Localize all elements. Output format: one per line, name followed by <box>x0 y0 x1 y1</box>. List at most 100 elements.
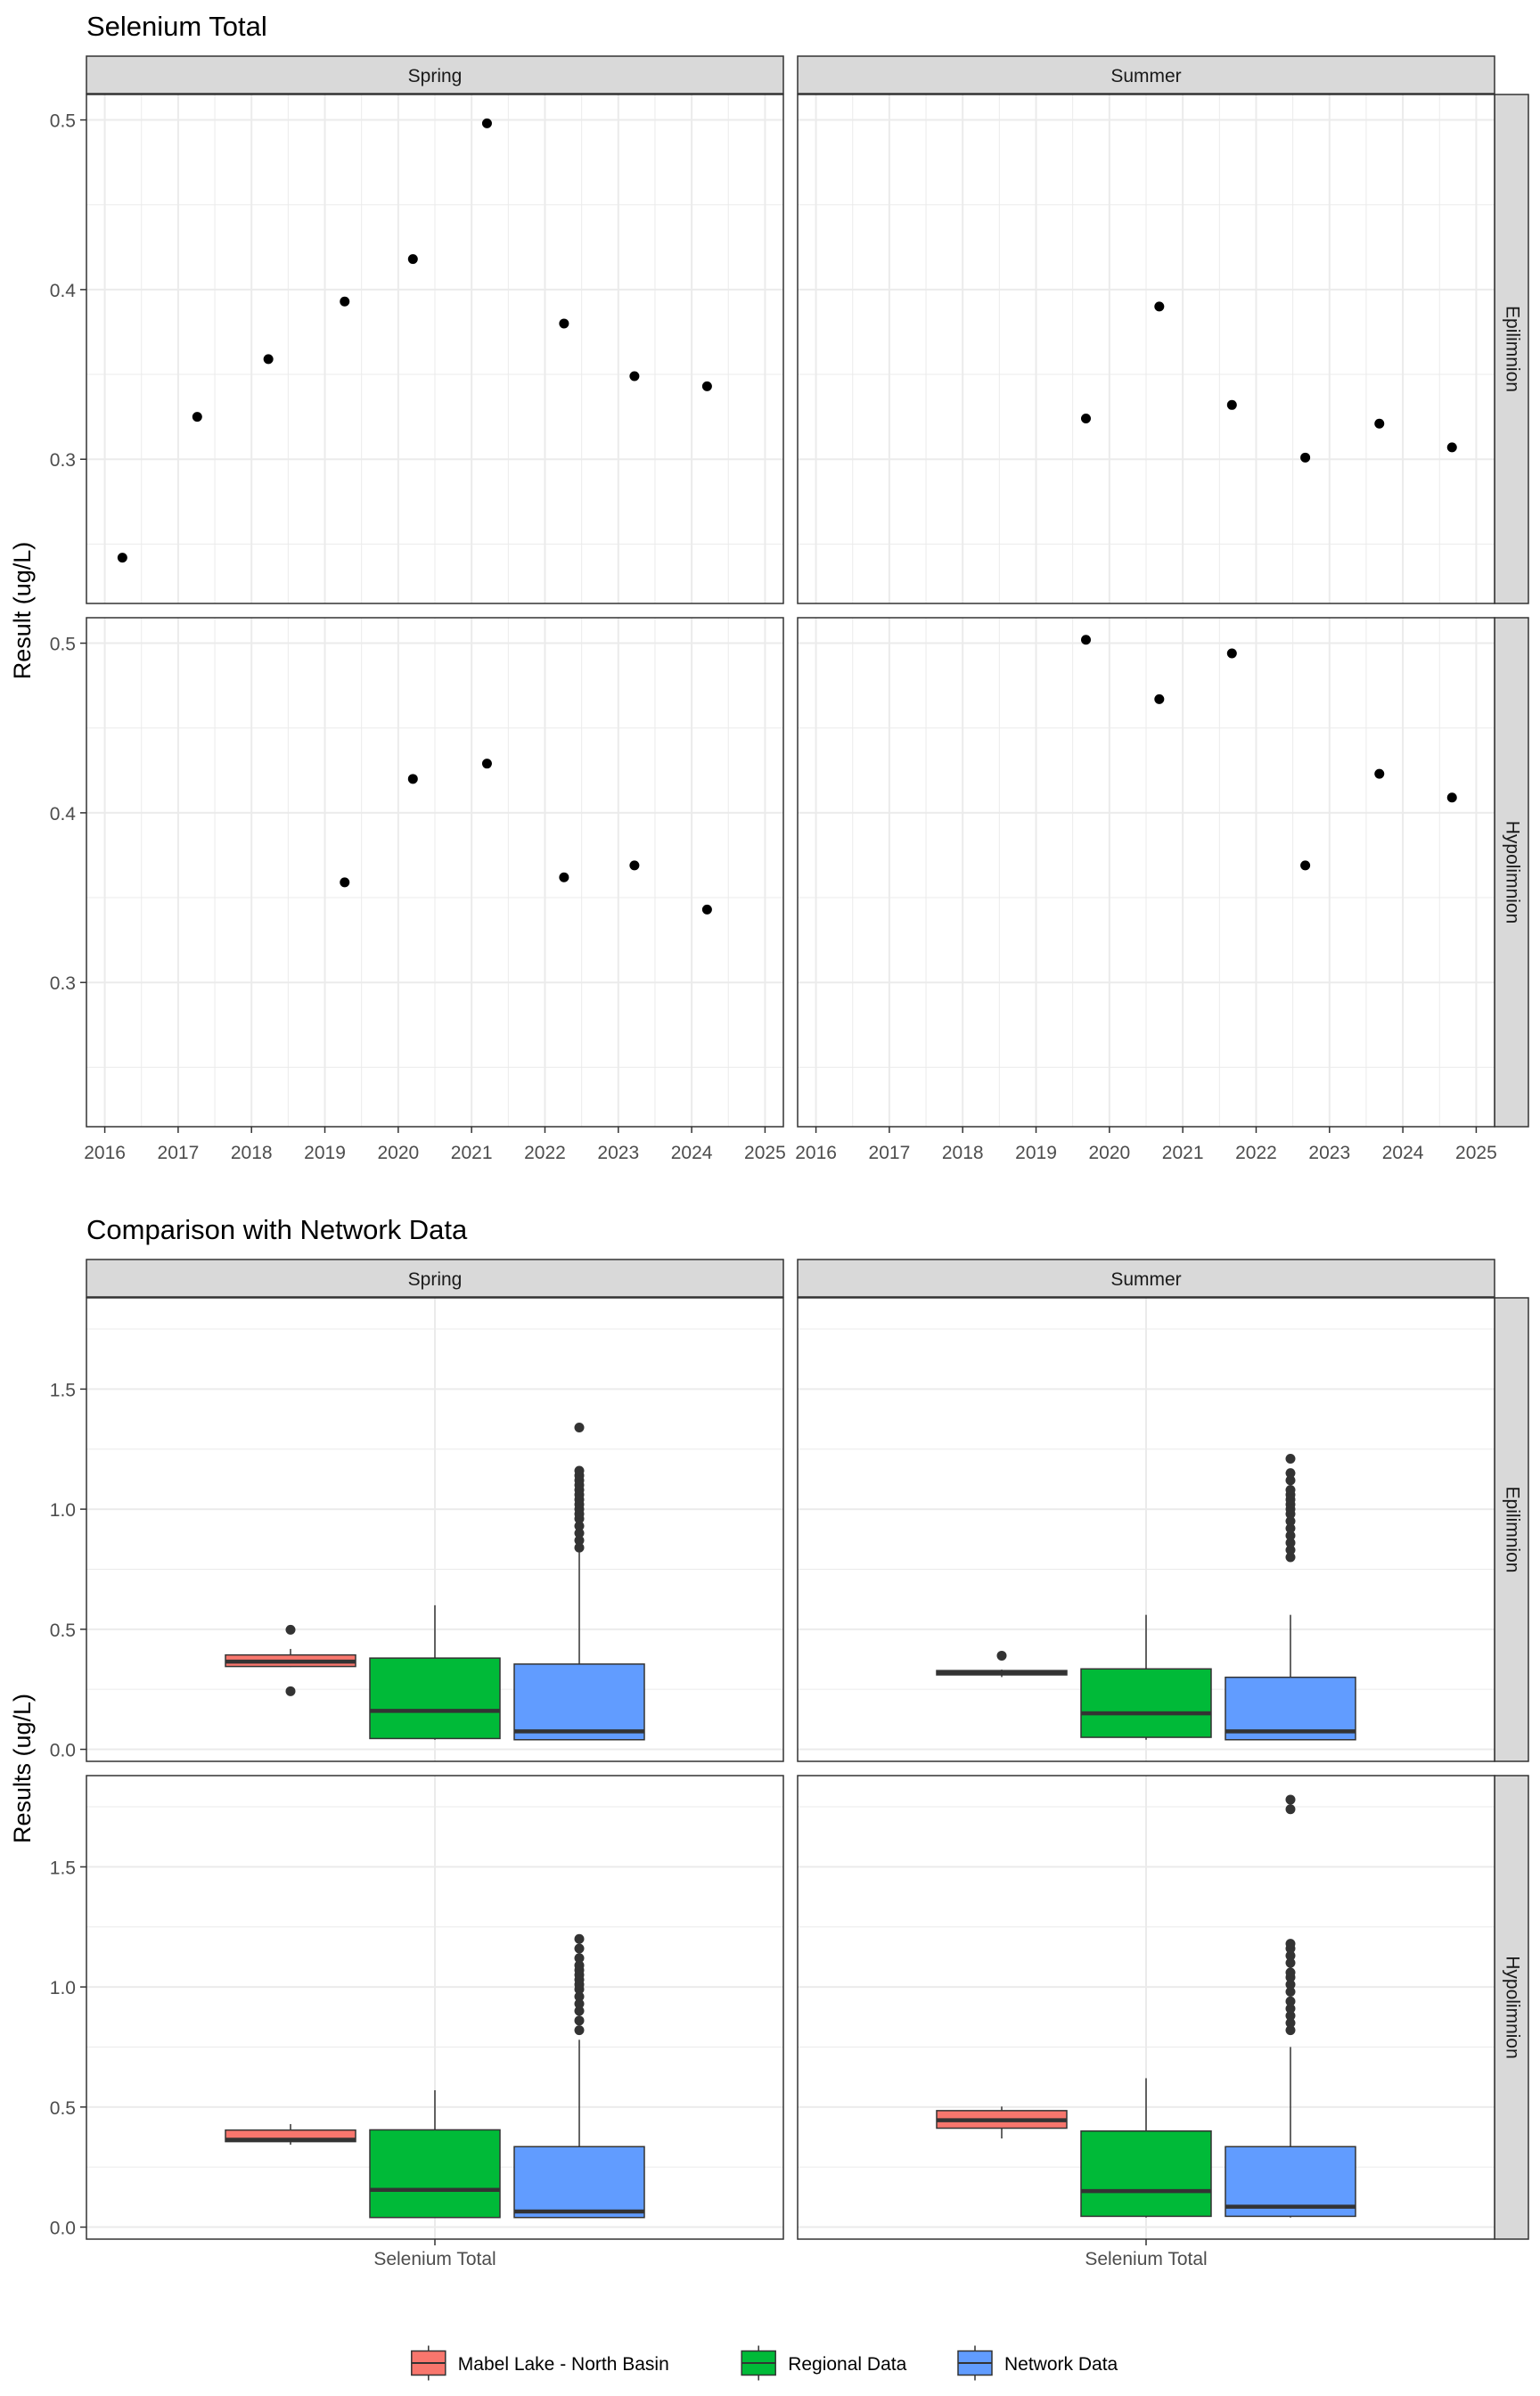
data-point: Summer / Hypolimnion: 2023.68, 0.423 <box>1374 768 1385 779</box>
x-tick-label: 2024 <box>671 1143 713 1163</box>
outlier-point <box>574 1943 585 1954</box>
scatter-chart: Selenium Total Result (ug/L) Spring Summer E… <box>9 11 1529 1163</box>
x-tick-label: 2017 <box>158 1143 200 1163</box>
facet-strip-label: Summer <box>1110 1269 1181 1290</box>
outlier-point <box>1285 2010 1296 2021</box>
x-tick-label: 2021 <box>451 1143 493 1163</box>
facet-panel: Spring / Epilimnion: 2016.24, 0.242 Sprin… <box>50 94 784 604</box>
outlier-point <box>574 1535 585 1546</box>
facet-strip-row <box>1494 1775 1529 2240</box>
facet-strip-col <box>797 1259 1495 1298</box>
data-point: Summer / Epilimnion: 2021.67, 0.332 <box>1226 399 1237 410</box>
data-point: Summer / Hypolimnion: 2019.68, 0.502 <box>1081 635 1092 645</box>
legend-label: Mabel Lake - North Basin <box>458 2354 669 2375</box>
box: Network Data: median 0.065 <box>513 2146 645 2219</box>
boxplot: Regional Data: median 0.15 <box>1080 2078 1212 2218</box>
data-point: Spring / Hypolimnion: 2019.27, 0.359 <box>340 877 350 888</box>
facet-strip-label: Summer <box>1110 66 1181 86</box>
outlier-point <box>574 1521 585 1531</box>
boxplot: Network Data: median 0.075 <box>513 1422 645 1741</box>
boxplot: Mabel Lake - North Basin: median 0.364 <box>225 2123 356 2146</box>
y-tick-label: 0.5 <box>50 111 76 132</box>
data-point: Summer / Hypolimnion: 2024.67, 0.409 <box>1446 792 1457 803</box>
facet-strip-label: Spring <box>408 66 463 86</box>
outlier-point <box>574 1528 585 1539</box>
y-tick-label: 0.5 <box>50 635 76 655</box>
facet-panel: Summer / Epilimnion: 2019.68, 0.324 Summe… <box>797 94 1495 604</box>
outlier-point <box>574 1960 585 1971</box>
panel-border <box>797 94 1495 604</box>
y-axis-label: Result (ug/L) <box>9 542 36 680</box>
legend: Mabel Lake - North Basin Regional Data Net… <box>411 2345 1118 2381</box>
x-tick-label: 2019 <box>304 1143 346 1163</box>
outlier-point <box>574 2006 585 2016</box>
outlier-point <box>1285 1979 1296 1990</box>
box: Regional Data: median 0.16 <box>369 1657 501 1740</box>
legend-item: Mabel Lake - North Basin <box>411 2345 669 2381</box>
boxplot: Network Data: median 0.075 <box>1225 1454 1356 1741</box>
y-tick-label: 1.0 <box>50 1978 76 1998</box>
box: Regional Data: median 0.155 <box>369 2129 501 2219</box>
data-point: Spring / Hypolimnion: 2022.26, 0.362 <box>559 872 569 882</box>
facet-strip-col <box>86 55 784 94</box>
x-tick-label: Selenium Total <box>1085 2249 1207 2269</box>
box: Network Data: median 0.075 <box>513 1663 645 1741</box>
boxplot: Regional Data: median 0.16 <box>369 1604 501 1740</box>
outlier-point <box>1285 1794 1296 1805</box>
facet-strip-row <box>1494 1297 1529 1762</box>
x-tick-label: 2020 <box>377 1143 419 1163</box>
boxplot: Regional Data: median 0.155 <box>369 2089 501 2219</box>
y-tick-label: 0.4 <box>50 281 77 301</box>
data-point: Summer / Hypolimnion: 2020.68, 0.467 <box>1154 693 1165 704</box>
facet-strip-col <box>797 55 1495 94</box>
x-tick-label: 2018 <box>942 1143 984 1163</box>
outlier-point <box>1285 1996 1296 2006</box>
x-tick-label: 2022 <box>524 1143 566 1163</box>
facet-strip-label: Spring <box>408 1269 463 1290</box>
outlier-point <box>1285 1545 1296 1555</box>
outlier-point <box>1285 1475 1296 1486</box>
outlier-point <box>1285 1967 1296 1978</box>
legend-label: Regional Data <box>788 2354 906 2375</box>
outlier-point <box>1285 1523 1296 1534</box>
data-point: Summer / Epilimnion: 2020.68, 0.39 <box>1154 301 1165 312</box>
y-tick-label: 1.0 <box>50 1500 76 1521</box>
data-point: Spring / Epilimnion: 2020.2, 0.418 <box>407 254 418 265</box>
legend-label: Network Data <box>1004 2354 1118 2375</box>
facet-strip-row <box>1494 94 1529 604</box>
outlier-point <box>1285 1468 1296 1479</box>
x-tick-label: 2024 <box>1382 1143 1424 1163</box>
outlier-point <box>1285 1516 1296 1527</box>
data-point: Spring / Epilimnion: 2016.24, 0.242 <box>117 553 127 563</box>
x-tick-label: 2016 <box>795 1143 837 1163</box>
outlier-point <box>574 1998 585 2009</box>
facet-strip-label: Hypolimnion <box>1502 1956 1522 2059</box>
x-tick-label: 2023 <box>1308 1143 1350 1163</box>
chart-title: Selenium Total <box>86 11 267 42</box>
x-tick-label: 2020 <box>1088 1143 1130 1163</box>
data-point: Spring / Epilimnion: 2024.21, 0.343 <box>701 381 712 391</box>
boxplot: Regional Data: median 0.15 <box>1080 1614 1212 1740</box>
outlier-point <box>1285 1950 1296 1961</box>
data-point: Summer / Epilimnion: 2019.68, 0.324 <box>1081 414 1092 424</box>
y-tick-label: 1.5 <box>50 1858 76 1878</box>
data-point: Summer / Epilimnion: 2022.67, 0.301 <box>1300 452 1311 463</box>
facet-strip-col <box>86 1259 784 1298</box>
y-tick-label: 0.5 <box>50 1621 76 1641</box>
data-point: Spring / Hypolimnion: 2020.2, 0.42 <box>407 774 418 784</box>
outlier-point <box>574 1991 585 2002</box>
boxplot: Mabel Lake - North Basin: median 0.365 <box>225 1624 356 1696</box>
outlier-point <box>574 1542 585 1553</box>
outlier-point <box>1285 1986 1296 1997</box>
outlier-point <box>1285 1552 1296 1563</box>
panel-border <box>797 1297 1495 1762</box>
box: Regional Data: median 0.15 <box>1080 1668 1212 1738</box>
boxplot: Network Data: median 0.085 <box>1225 1794 1356 2218</box>
facet-panel: Mabel Lake - North Basin: median 0.32 Reg… <box>797 1297 1495 1762</box>
outlier-point <box>285 1686 296 1696</box>
outlier-point <box>574 1953 585 1964</box>
outlier-point <box>574 2025 585 2036</box>
outlier-point <box>1285 1939 1296 1949</box>
x-tick-label: 2019 <box>1015 1143 1057 1163</box>
data-point: Spring / Hypolimnion: 2021.21, 0.429 <box>481 759 492 769</box>
